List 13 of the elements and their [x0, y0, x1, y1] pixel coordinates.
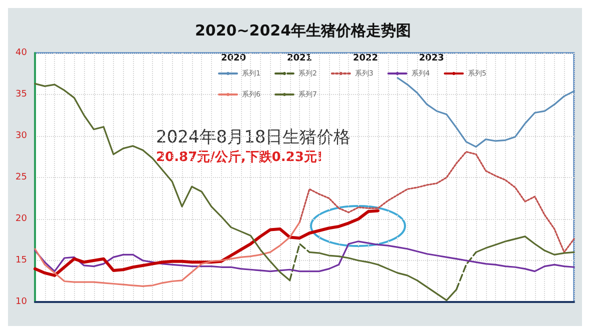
y-tick-label: 30	[16, 131, 28, 141]
line-series	[34, 222, 300, 288]
chart-title: 2020~2024年生猪价格走势图	[194, 22, 412, 40]
annotation: 2023	[419, 54, 444, 64]
line-series	[34, 240, 575, 272]
y-tick-label: 15	[16, 256, 27, 266]
y-tick-label: 25	[16, 172, 27, 182]
line-series	[34, 209, 380, 277]
y-tick-label: 20	[16, 214, 28, 224]
y-tick-label: 40	[16, 48, 28, 58]
annotation: 2022	[353, 54, 378, 64]
y-tick-label: 10	[16, 297, 28, 307]
y-tick-label: 35	[16, 90, 27, 100]
